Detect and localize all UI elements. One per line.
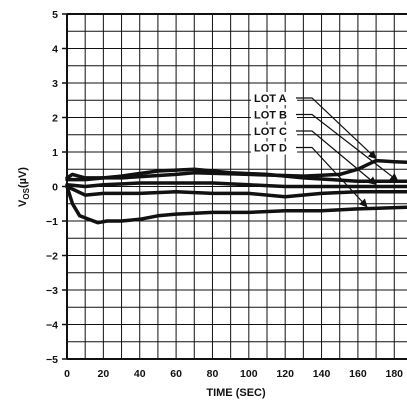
y-axis-label-main: V	[17, 199, 29, 207]
y-tick-label: −3	[46, 285, 58, 297]
y-axis-label: VOS(µV)	[17, 167, 31, 207]
x-tick-label: 160	[349, 368, 367, 380]
x-tick-labels: 0 20 40 60 80 100 120 140 160 180	[64, 368, 403, 380]
x-tick-label: 120	[276, 368, 294, 380]
x-tick-label: 40	[134, 368, 146, 380]
legend-label-lot-a: LOT A	[254, 93, 287, 105]
y-tick-label: 3	[52, 78, 58, 90]
legend-label-background	[251, 92, 297, 105]
y-tick-label: −1	[46, 216, 58, 228]
x-tick-label: 80	[207, 368, 219, 380]
legend-leader-arrow	[296, 130, 377, 186]
legend-label-background	[251, 125, 297, 138]
legend-label-lot-d: LOT D	[254, 143, 287, 155]
y-tick-label: −2	[46, 251, 58, 263]
x-tick-label: 20	[98, 368, 110, 380]
y-tick-labels: −5 −4 −3 −2 −1 0 1 2 3 4 5	[46, 9, 58, 366]
y-tick-label: 0	[52, 182, 58, 194]
x-axis-label: TIME (SEC)	[206, 387, 266, 399]
legend-label-lot-b: LOT B	[254, 110, 287, 122]
y-tick-label: −4	[46, 320, 58, 332]
legend-leader-arrow	[296, 113, 399, 182]
y-tick-label: 4	[52, 44, 58, 56]
series-line-4	[65, 184, 407, 225]
series-line-2	[65, 167, 407, 184]
x-tick-label: 0	[64, 368, 70, 380]
x-tick-label: 140	[313, 368, 331, 380]
y-tick-label: 5	[52, 9, 58, 21]
y-tick-label: −5	[46, 354, 58, 366]
series-group	[65, 158, 407, 225]
legend-label-background	[251, 108, 297, 122]
legend-label-background	[251, 141, 297, 155]
y-axis-label-sub: OS	[22, 187, 31, 199]
x-tick-label: 60	[170, 368, 182, 380]
series-line-3	[65, 181, 407, 189]
x-tick-label: 100	[240, 368, 258, 380]
y-tick-label: 1	[52, 147, 58, 159]
x-tick-label: 180	[386, 368, 404, 380]
legend-label-lot-c: LOT C	[254, 126, 287, 138]
legend-leader-arrow	[296, 97, 377, 160]
legend-leader-arrow	[296, 146, 368, 208]
series-line-5	[65, 184, 407, 199]
legend-annotations: LOT A LOT B LOT C LOT D	[251, 92, 399, 208]
y-axis-label-unit: (µV)	[17, 167, 29, 188]
y-tick-label: 2	[52, 113, 58, 125]
svg-text:VOS(µV): VOS(µV)	[17, 167, 31, 207]
